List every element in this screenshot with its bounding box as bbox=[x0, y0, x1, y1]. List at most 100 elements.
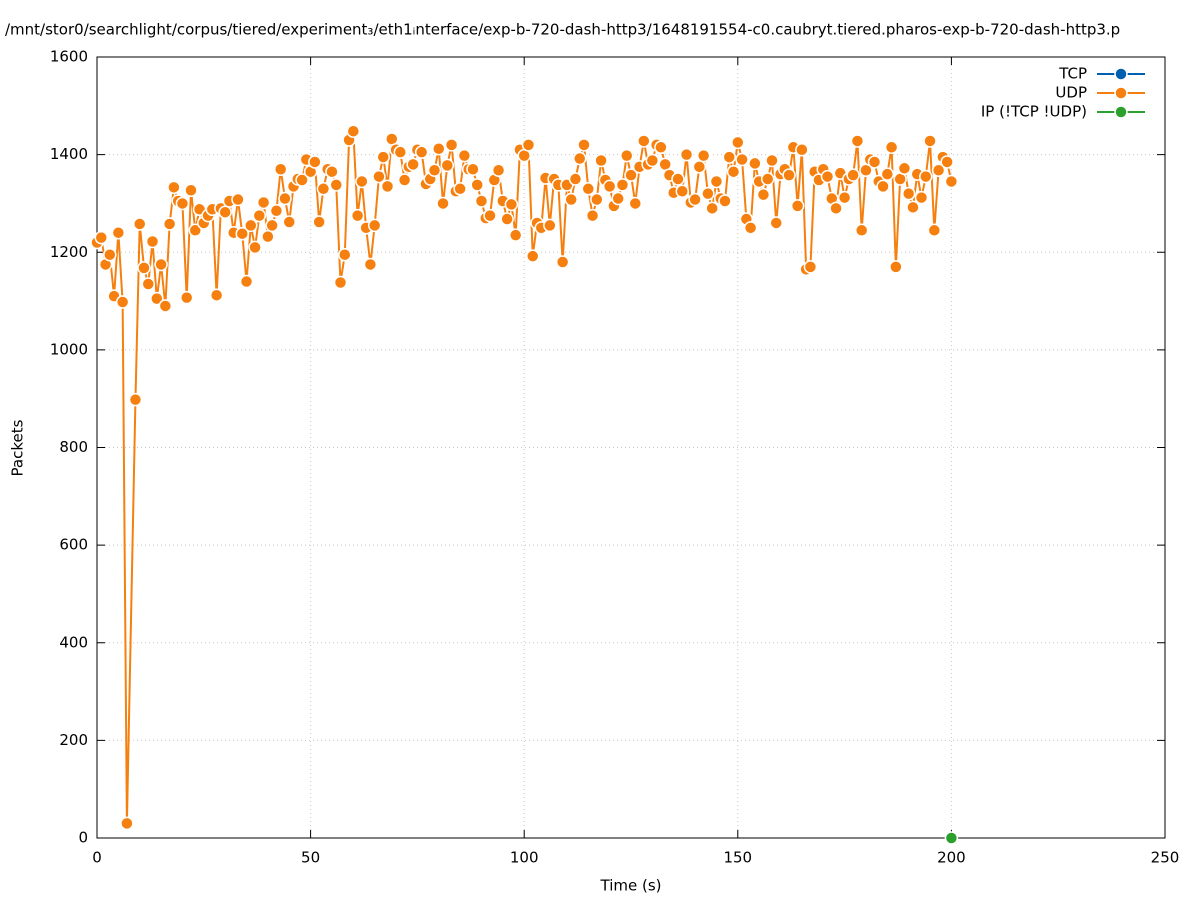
y-tick-label: 1200 bbox=[50, 243, 88, 261]
data-point bbox=[406, 157, 420, 172]
data-point bbox=[128, 392, 143, 407]
data-point bbox=[466, 162, 480, 177]
data-point bbox=[111, 225, 126, 240]
data-point bbox=[94, 230, 109, 245]
x-axis-label: Time (s) bbox=[600, 877, 662, 895]
y-tick-label: 400 bbox=[59, 633, 88, 651]
data-point bbox=[231, 192, 245, 207]
legend-label: UDP bbox=[1055, 84, 1087, 102]
data-point bbox=[543, 218, 557, 233]
data-point bbox=[590, 192, 604, 207]
data-point bbox=[692, 160, 707, 174]
data-point bbox=[889, 260, 903, 274]
data-point bbox=[338, 247, 352, 262]
data-point bbox=[696, 148, 711, 163]
data-point bbox=[500, 212, 514, 226]
data-point bbox=[914, 190, 929, 205]
data-point bbox=[850, 134, 865, 148]
data-point bbox=[731, 135, 745, 150]
data-point bbox=[436, 196, 450, 211]
data-point bbox=[901, 186, 916, 201]
data-point bbox=[474, 194, 489, 208]
data-point bbox=[923, 134, 937, 148]
data-point bbox=[440, 158, 455, 173]
chart-title: /mnt/stor0/searchlight/corpus/tiered/exp… bbox=[5, 21, 1120, 39]
data-point bbox=[333, 275, 348, 290]
data-point bbox=[103, 247, 117, 262]
legend-marker bbox=[1114, 86, 1128, 100]
data-point bbox=[158, 299, 173, 313]
data-point bbox=[820, 169, 835, 184]
data-point bbox=[671, 172, 685, 186]
data-point bbox=[312, 215, 326, 229]
data-point bbox=[295, 173, 309, 187]
data-point bbox=[679, 147, 694, 162]
data-point bbox=[355, 174, 369, 189]
data-point bbox=[897, 161, 912, 176]
plot-border bbox=[96, 56, 1166, 839]
data-point bbox=[748, 156, 762, 171]
data-point bbox=[248, 240, 262, 255]
data-point bbox=[329, 178, 343, 192]
legend-marker bbox=[1114, 105, 1128, 119]
data-point bbox=[572, 151, 587, 166]
data-point bbox=[795, 142, 809, 157]
data-point bbox=[457, 148, 472, 163]
data-point bbox=[508, 228, 523, 242]
data-point bbox=[585, 208, 600, 223]
data-point bbox=[256, 195, 271, 210]
data-point bbox=[367, 218, 382, 233]
data-point bbox=[760, 172, 775, 186]
legend-label: IP (!TCP !UDP) bbox=[981, 103, 1087, 121]
data-point bbox=[654, 140, 668, 155]
data-point bbox=[252, 208, 267, 223]
y-tick-label: 1600 bbox=[50, 48, 88, 66]
data-point bbox=[884, 140, 899, 155]
data-point bbox=[735, 152, 749, 167]
data-point bbox=[602, 179, 617, 194]
data-point bbox=[555, 255, 570, 269]
data-point bbox=[611, 191, 625, 206]
data-point bbox=[120, 816, 134, 831]
data-point bbox=[261, 229, 275, 244]
data-point bbox=[701, 186, 715, 201]
y-tick-label: 200 bbox=[59, 731, 88, 749]
data-point bbox=[709, 174, 724, 189]
x-tick-label: 100 bbox=[510, 849, 539, 867]
data-point bbox=[132, 217, 147, 231]
data-point bbox=[167, 180, 181, 195]
data-point bbox=[175, 196, 190, 211]
x-tick-label: 150 bbox=[723, 849, 752, 867]
data-point bbox=[145, 234, 160, 249]
data-point bbox=[525, 249, 540, 263]
data-point bbox=[854, 223, 869, 238]
data-point bbox=[829, 201, 843, 216]
data-point bbox=[325, 164, 339, 179]
y-tick-label: 800 bbox=[59, 438, 88, 456]
data-point bbox=[376, 150, 390, 164]
data-point bbox=[564, 192, 578, 207]
data-point bbox=[141, 277, 156, 291]
data-point bbox=[876, 179, 890, 194]
data-point bbox=[278, 191, 292, 206]
data-point bbox=[743, 221, 758, 235]
y-tick-label: 600 bbox=[59, 536, 88, 554]
data-point bbox=[316, 182, 331, 196]
data-point bbox=[504, 197, 519, 212]
data-point bbox=[919, 169, 933, 184]
y-tick-label: 1400 bbox=[50, 145, 88, 163]
data-point bbox=[927, 223, 942, 238]
data-point bbox=[722, 150, 737, 164]
data-point bbox=[944, 831, 959, 845]
data-point bbox=[521, 138, 536, 152]
data-point bbox=[940, 155, 954, 169]
data-point bbox=[244, 218, 258, 233]
data-point bbox=[269, 204, 284, 218]
data-point bbox=[581, 182, 596, 196]
data-point bbox=[239, 274, 254, 289]
data-point bbox=[162, 217, 177, 231]
data-point bbox=[184, 183, 198, 198]
data-point bbox=[308, 155, 322, 169]
data-point bbox=[380, 179, 395, 194]
